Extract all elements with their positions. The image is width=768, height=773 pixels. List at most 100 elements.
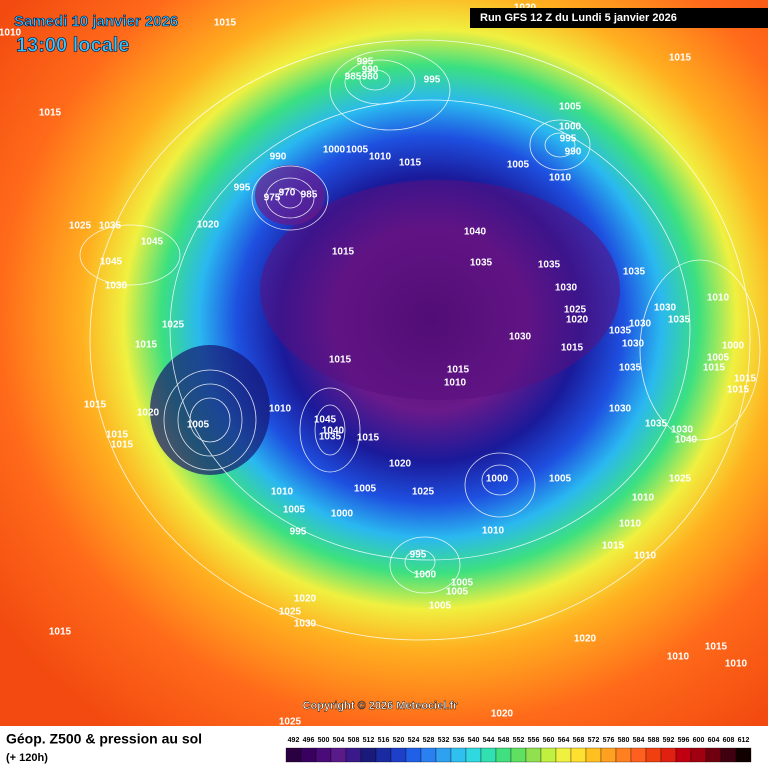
isobar-label: 1025 (279, 717, 302, 728)
scale-label: 524 (408, 737, 420, 744)
scale-swatch (705, 747, 722, 763)
scale-swatch (600, 747, 617, 763)
isobar-label: 1035 (645, 419, 668, 430)
isobar-label: 1015 (357, 433, 380, 444)
isobar-label: 1035 (619, 363, 642, 374)
isobar-label: 1010 (619, 519, 642, 530)
isobar-label: 1005 (559, 102, 582, 113)
isobar-label: 1030 (671, 425, 694, 436)
footer-lead: (+ 120h) (6, 752, 48, 764)
isobar-label: 1010 (725, 659, 748, 670)
isobar-label: 1035 (99, 221, 122, 232)
isobar-label: 1040 (464, 227, 487, 238)
isobar-label: 1000 (722, 341, 745, 352)
isobar-label: 1030 (509, 332, 532, 343)
scale-label: 516 (378, 737, 390, 744)
scale-swatch (480, 747, 497, 763)
scale-swatch (510, 747, 527, 763)
scale-label: 492 (288, 737, 300, 744)
isobar-label: 1010 (369, 152, 392, 163)
isobar-label: 1005 (446, 587, 469, 598)
isobar-label: 995 (424, 75, 441, 86)
isobar-label: 985 (345, 72, 362, 83)
copyright: Copyright © 2026 Meteociel.fr (303, 700, 459, 712)
scale-label: 596 (678, 737, 690, 744)
isobar-label: 1025 (279, 607, 302, 618)
isobar-label: 1000 (414, 570, 437, 581)
low-core (255, 165, 325, 225)
scale-label: 600 (693, 737, 705, 744)
scale-label: 584 (633, 737, 645, 744)
isobar-label: 1015 (399, 158, 422, 169)
isobar-label: 970 (279, 188, 296, 199)
isobar-label: 1040 (675, 435, 698, 446)
isobar-label: 1025 (564, 305, 587, 316)
isobar-label: 1010 (707, 293, 730, 304)
isobar-label: 1015 (705, 642, 728, 653)
isobar-label: 995 (357, 57, 374, 68)
scale-swatch (435, 747, 452, 763)
isobar-label: 1015 (39, 108, 62, 119)
scale-label: 552 (513, 737, 525, 744)
isobar-label: 975 (264, 193, 281, 204)
scale-swatch (495, 747, 512, 763)
scale-label: 556 (528, 737, 540, 744)
scale-swatch (660, 747, 677, 763)
isobar-label: 1015 (135, 340, 158, 351)
isobar-label: 1020 (197, 220, 220, 231)
scale-swatch (330, 747, 347, 763)
isobar-label: 1030 (629, 319, 652, 330)
isobar-label: 1025 (162, 320, 185, 331)
isobar-label: 1015 (332, 247, 355, 258)
scale-swatch (615, 747, 632, 763)
scale-label: 500 (318, 737, 330, 744)
isobar-label: 1000 (486, 474, 509, 485)
scale-label: 512 (363, 737, 375, 744)
scale-swatch (285, 747, 302, 763)
isobar-label: 995 (234, 183, 251, 194)
isobar-label: 1025 (669, 474, 692, 485)
isobar-label: 995 (560, 134, 577, 145)
isobar-label: 995 (290, 527, 307, 538)
cold-pool (260, 180, 620, 400)
scale-label: 592 (663, 737, 675, 744)
isobar-label: 1020 (389, 459, 412, 470)
isobar-label: 1015 (703, 363, 726, 374)
scale-label: 520 (393, 737, 405, 744)
scale-swatch (735, 747, 752, 763)
scale-label: 508 (348, 737, 360, 744)
isobar-label: 1030 (294, 619, 317, 630)
isobar-label: 1045 (314, 415, 337, 426)
isobar-label: 1030 (622, 339, 645, 350)
isobar-label: 1020 (137, 408, 160, 419)
isobar-label: 990 (362, 65, 379, 76)
isobar-label: 1045 (141, 237, 164, 248)
isobar-label: 1030 (654, 303, 677, 314)
isobar-label: 1005 (451, 578, 474, 589)
scale-label: 544 (483, 737, 495, 744)
isobar-label: 1015 (447, 365, 470, 376)
isobar-label: 1010 (667, 652, 690, 663)
isobar-label: 1015 (669, 53, 692, 64)
scale-label: 536 (453, 737, 465, 744)
isobar-label: 1035 (319, 432, 342, 443)
scale-label: 580 (618, 737, 630, 744)
isobar-label: 1010 (269, 404, 292, 415)
scale-swatch (465, 747, 482, 763)
isobar-label: 1020 (566, 315, 589, 326)
forecast-time: 13:00 locale (16, 34, 129, 56)
isobar-label: 1005 (354, 484, 377, 495)
isobar-label: 1015 (329, 355, 352, 366)
scale-swatch (345, 747, 362, 763)
scale-swatch (375, 747, 392, 763)
isobar-label: 1030 (555, 283, 578, 294)
scale-label: 572 (588, 737, 600, 744)
isobar-label: 1010 (0, 28, 22, 39)
run-box (470, 8, 768, 28)
isobar-label: 1005 (283, 505, 306, 516)
isobar-label: 1015 (734, 374, 757, 385)
scale-label: 504 (333, 737, 345, 744)
isobar-label: 1045 (100, 257, 123, 268)
isobar-label: 1005 (507, 160, 530, 171)
